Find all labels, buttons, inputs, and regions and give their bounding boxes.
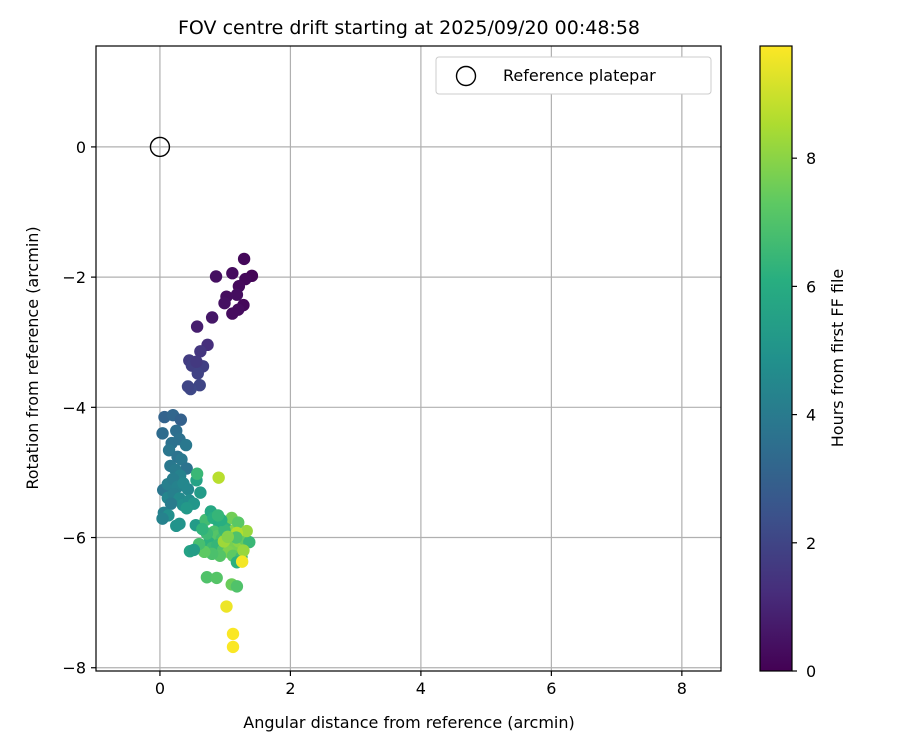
colorbar-label: Hours from first FF file [828,269,847,448]
legend-entry-reference: Reference platepar [503,66,656,85]
data-point [220,600,233,613]
data-point [179,438,193,452]
plot-frame [95,45,722,672]
data-point [226,627,240,641]
data-point [181,380,195,393]
data-point [210,571,223,585]
data-point [230,580,244,593]
data-point [200,571,214,584]
data-point [237,544,250,557]
legend-box [435,56,712,95]
x-tick-label: 6 [546,679,556,698]
y-tick-label: −4 [62,398,86,417]
data-point [156,427,169,440]
reference-platepar-marker [149,136,171,158]
x-tick-label: 0 [155,679,165,698]
data-point [164,497,178,510]
data-point [162,444,176,457]
data-point [226,307,239,320]
y-tick-label: −8 [62,659,86,678]
data-points [156,252,259,654]
colorbar-ticks: 0 2 4 6 8 [792,149,816,681]
y-axis-ticks: 0 −2 −4 −6 −8 [62,138,96,678]
y-tick-label: −2 [62,268,86,287]
grid-lines [96,46,721,671]
data-point [237,252,251,266]
data-point [173,517,186,531]
data-point [156,512,169,525]
data-point [218,296,231,310]
colorbar-gradient [759,45,793,672]
legend: Reference platepar [435,56,712,95]
data-point [187,543,201,557]
data-point [190,355,203,368]
data-point [196,522,209,536]
data-point [240,524,253,538]
data-point [190,467,204,480]
data-point [181,483,195,496]
colorbar: 0 2 4 6 8 Hours from first FF file [759,45,847,681]
x-axis-label: Angular distance from reference (arcmin) [243,713,574,732]
data-point [232,516,245,529]
data-point [180,502,193,515]
legend-reference-marker [455,65,477,87]
data-point [221,530,234,544]
colorbar-tick-label: 8 [806,149,816,168]
data-point [174,413,188,426]
y-axis-label: Rotation from reference (arcmin) [23,226,42,489]
data-point [205,311,219,324]
colorbar-tick-label: 4 [806,406,816,425]
data-point [211,509,225,522]
data-point [226,640,240,654]
chart-title: FOV centre drift starting at 2025/09/20 … [178,17,640,39]
data-point [191,367,204,380]
colorbar-tick-label: 0 [806,662,816,681]
x-tick-label: 2 [285,679,295,698]
data-point [226,267,239,280]
data-point [212,471,225,484]
x-tick-label: 4 [416,679,426,698]
data-point [194,486,207,499]
y-tick-label: 0 [76,138,86,157]
data-point [175,453,188,466]
data-point [194,345,207,358]
y-tick-label: −6 [62,529,86,548]
colorbar-tick-label: 6 [806,277,816,296]
data-point [230,288,244,301]
data-point [209,270,223,283]
data-point [190,320,204,333]
x-axis-ticks: 0 2 4 6 8 [155,671,687,698]
colorbar-tick-label: 2 [806,534,816,553]
x-tick-label: 8 [677,679,687,698]
data-point [235,555,249,568]
